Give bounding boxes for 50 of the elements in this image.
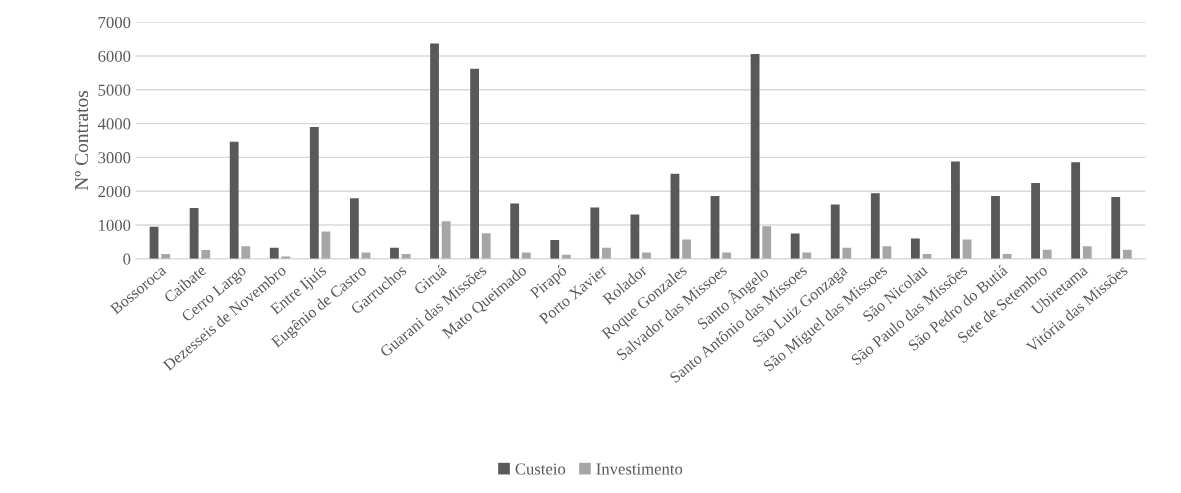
bar — [241, 246, 251, 259]
y-tick-label: 5000 — [98, 84, 131, 96]
bar — [951, 161, 960, 259]
bar — [1071, 162, 1081, 259]
y-tick-label: 2000 — [98, 185, 131, 198]
bar — [430, 43, 439, 259]
bar — [991, 195, 1000, 259]
bar — [830, 204, 840, 259]
bar — [189, 208, 199, 259]
bar — [630, 214, 640, 259]
bar — [1082, 246, 1092, 259]
bar — [870, 193, 880, 259]
y-tick-label: 1000 — [99, 219, 131, 231]
bar — [762, 226, 772, 259]
bar — [642, 252, 651, 259]
legend-label: Investimento — [596, 463, 683, 475]
bar — [390, 247, 399, 259]
bar — [590, 207, 600, 259]
bar — [349, 198, 359, 259]
y-tick-label: 3000 — [98, 152, 131, 164]
y-tick-label: 4000 — [97, 118, 131, 130]
bar — [481, 233, 491, 259]
bar — [1111, 196, 1121, 259]
bar — [521, 252, 531, 259]
bar — [682, 239, 691, 259]
bar — [1122, 249, 1132, 259]
bar — [802, 252, 812, 259]
bar — [910, 238, 920, 259]
y-tick-label: 6000 — [98, 50, 131, 62]
bar — [602, 247, 611, 259]
bar — [269, 247, 279, 259]
bar — [842, 247, 852, 259]
bar — [750, 53, 760, 259]
bar — [201, 250, 211, 259]
bar — [722, 252, 732, 259]
bar — [229, 141, 239, 259]
bar — [510, 203, 520, 259]
bar — [441, 221, 451, 259]
bar — [309, 126, 319, 259]
bar — [710, 195, 720, 259]
bar — [470, 68, 480, 259]
legend-label: Custeio — [515, 463, 566, 475]
y-axis-title: Nº Contratos — [74, 90, 89, 191]
y-tick-label: 7000 — [98, 16, 131, 29]
y-tick-label: 0 — [123, 253, 131, 265]
bar — [790, 233, 800, 259]
bar — [550, 239, 560, 259]
bar — [1042, 249, 1052, 259]
bar — [1031, 183, 1040, 259]
bar — [321, 231, 331, 259]
